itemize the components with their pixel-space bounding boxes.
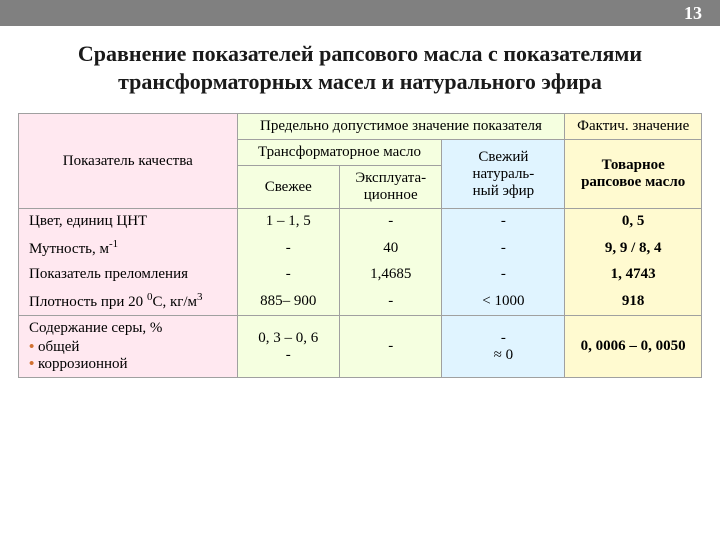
hdr-fresh: Свежее	[237, 166, 339, 209]
row-label: Плотность при 20 0С, кг/м3	[19, 287, 238, 316]
row-label: Цвет, единиц ЦНТ	[19, 209, 238, 235]
cell-value: -	[244, 347, 333, 364]
table-row: Плотность при 20 0С, кг/м3 885– 900 - < …	[19, 287, 702, 316]
cell-ether: -	[442, 234, 565, 262]
cell-rape: 0, 5	[565, 209, 702, 235]
cell-ether: -	[442, 209, 565, 235]
slide-topbar: 13	[0, 0, 720, 26]
cell-value: 0, 3 – 0, 6	[244, 330, 333, 347]
sulfur-total-label: общей	[29, 339, 231, 356]
cell-ether: < 1000	[442, 287, 565, 316]
cell-oper: 40	[339, 234, 441, 262]
cell-rape: 0, 0006 – 0, 0050	[565, 316, 702, 378]
cell-oper: -	[339, 209, 441, 235]
slide-title: Сравнение показателей рапсового масла с …	[0, 26, 720, 113]
hdr-trans-oil: Трансформаторное масло	[237, 140, 442, 166]
cell-fresh: 0, 3 – 0, 6 -	[237, 316, 339, 378]
hdr-operational: Эксплуата- ционное	[339, 166, 441, 209]
cell-fresh: -	[237, 262, 339, 287]
hdr-ether: Свежий натураль- ный эфир	[442, 140, 565, 209]
cell-oper: -	[339, 287, 441, 316]
cell-oper: -	[339, 316, 441, 378]
hdr-rapeseed: Товарное рапсовое масло	[565, 140, 702, 209]
cell-oper: 1,4685	[339, 262, 441, 287]
cell-rape: 1, 4743	[565, 262, 702, 287]
table-row: Цвет, единиц ЦНТ 1 – 1, 5 - - 0, 5	[19, 209, 702, 235]
cell-ether: - ≈ 0	[442, 316, 565, 378]
hdr-limit: Предельно допустимое значение показателя	[237, 114, 565, 140]
table-row: Показатель преломления - 1,4685 - 1, 474…	[19, 262, 702, 287]
cell-value: -	[448, 330, 558, 347]
cell-value: -	[346, 338, 435, 355]
cell-value: ≈ 0	[448, 347, 558, 364]
cell-ether: -	[442, 262, 565, 287]
table-header-row-1: Показатель качества Предельно допустимое…	[19, 114, 702, 140]
row-label-sulfur: Содержание серы, % общей коррозионной	[19, 316, 238, 378]
table-row: Мутность, м-1 - 40 - 9, 9 / 8, 4	[19, 234, 702, 262]
hdr-actual: Фактич. значение	[565, 114, 702, 140]
cell-fresh: 885– 900	[237, 287, 339, 316]
row-label: Показатель преломления	[19, 262, 238, 287]
sulfur-main-label: Содержание серы, %	[29, 320, 162, 336]
cell-rape: 918	[565, 287, 702, 316]
table-row-sulfur: Содержание серы, % общей коррозионной 0,…	[19, 316, 702, 378]
cell-rape: 9, 9 / 8, 4	[565, 234, 702, 262]
cell-fresh: -	[237, 234, 339, 262]
cell-fresh: 1 – 1, 5	[237, 209, 339, 235]
row-label: Мутность, м-1	[19, 234, 238, 262]
sulfur-corr-label: коррозионной	[29, 356, 231, 373]
comparison-table-wrapper: Показатель качества Предельно допустимое…	[0, 113, 720, 378]
comparison-table: Показатель качества Предельно допустимое…	[18, 113, 702, 378]
page-number: 13	[684, 3, 702, 24]
hdr-quality: Показатель качества	[19, 114, 238, 209]
